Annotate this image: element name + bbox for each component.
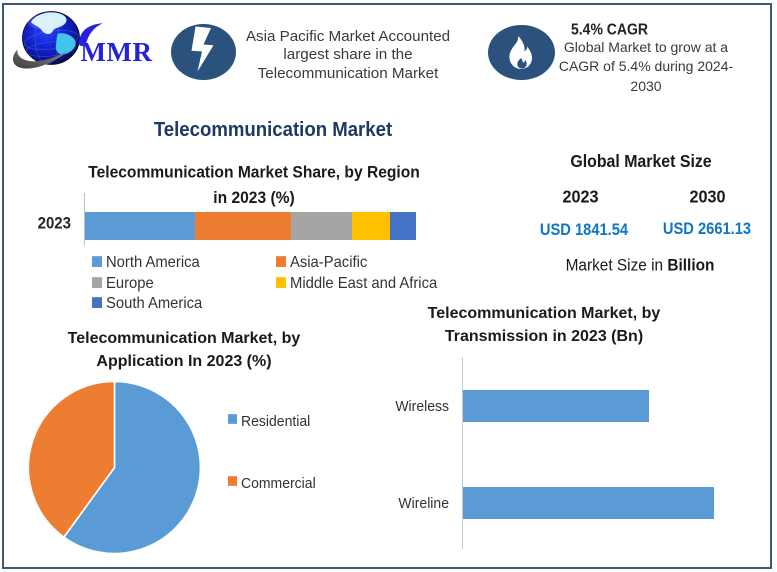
svg-text:MMR: MMR [81,37,153,67]
